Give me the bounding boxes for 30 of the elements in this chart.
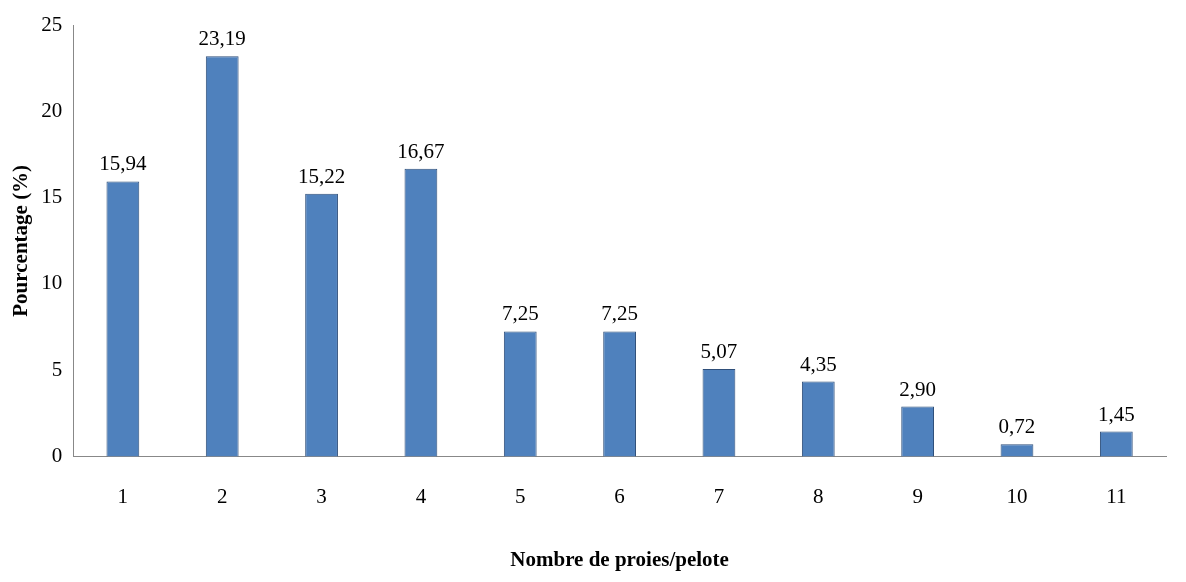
x-tick-label: 9 (912, 483, 923, 508)
data-label: 15,94 (99, 151, 147, 176)
x-tick-label: 2 (216, 483, 228, 508)
y-tick-label: 25 (41, 11, 63, 36)
y-tick-label: 15 (41, 184, 63, 209)
x-tick-label: 6 (614, 483, 625, 508)
x-tick-label: 5 (515, 483, 526, 508)
y-tick-label: 5 (51, 356, 63, 381)
y-tick-label: 10 (41, 270, 63, 295)
data-label: 7,25 (501, 301, 539, 326)
data-label: 16,67 (397, 138, 445, 163)
data-label: 5,07 (700, 339, 738, 364)
x-axis-title: Nombre de proies/pelote (510, 546, 729, 571)
x-tick-label: 3 (316, 483, 327, 508)
data-label: 2,90 (899, 376, 937, 401)
x-tick-label: 8 (813, 483, 824, 508)
y-tick-label: 0 (51, 443, 63, 468)
data-label: 7,25 (601, 301, 638, 326)
y-axis-title: Pourcentage (%) (8, 164, 33, 317)
x-tick-label: 11 (1106, 483, 1127, 508)
y-tick-label: 20 (41, 97, 63, 122)
x-tick-label: 7 (713, 483, 725, 508)
x-tick-label: 10 (1006, 483, 1028, 508)
data-label: 1,45 (1097, 401, 1135, 426)
data-label: 23,19 (198, 26, 246, 51)
data-label: 4,35 (799, 351, 837, 376)
data-label: 0,72 (998, 414, 1036, 439)
x-tick-label: 4 (415, 483, 427, 508)
data-label: 15,22 (297, 163, 346, 188)
x-tick-label: 1 (117, 483, 129, 508)
